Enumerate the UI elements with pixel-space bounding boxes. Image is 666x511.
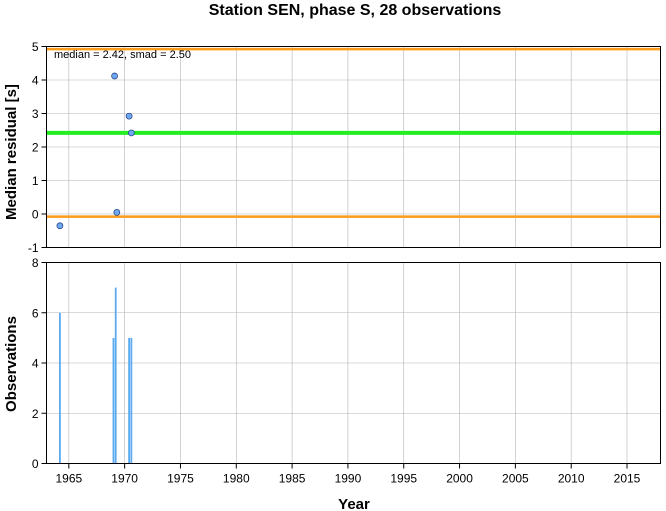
x-tick-label: 1970 [111, 472, 138, 486]
residual-y-tick-label: -1 [28, 241, 39, 255]
x-tick-label: 2000 [446, 472, 473, 486]
x-tick-label: 1980 [223, 472, 250, 486]
observations-y-axis-label: Observations [3, 316, 20, 412]
observations-y-tick-label: 4 [32, 357, 39, 371]
x-tick-label: 1965 [55, 472, 82, 486]
observations-y-tick-label: 0 [32, 457, 39, 471]
residual-point [56, 222, 64, 230]
observations-y-ticks: 0 2 4 6 8 [32, 256, 47, 471]
x-tick-label: 2010 [558, 472, 585, 486]
observations-y-tick-label: 2 [32, 407, 39, 421]
residual-y-tick-label: 4 [32, 74, 39, 88]
residual-y-tick-label: 3 [32, 107, 39, 121]
x-tick-label: 1985 [279, 472, 306, 486]
residual-point [127, 129, 135, 137]
x-tick-label: 1990 [335, 472, 362, 486]
residual-point [125, 112, 133, 120]
x-axis-label: Year [338, 496, 370, 511]
stats-annotation: median = 2.42, smad = 2.50 [54, 49, 191, 61]
observation-bar [130, 337, 133, 464]
residual-y-axis-label: Median residual [s] [3, 84, 20, 220]
x-tick-label: 1975 [167, 472, 194, 486]
residual-points [56, 72, 135, 230]
residual-y-tick-label: 5 [32, 40, 39, 54]
residual-y-ticks: -1 0 1 2 3 4 5 [28, 40, 47, 255]
x-tick-label: 1995 [390, 472, 417, 486]
observation-bar [58, 312, 61, 464]
residual-point [113, 208, 121, 216]
x-tick-label: 2005 [502, 472, 529, 486]
observation-bar [114, 287, 117, 464]
observation-bars [58, 287, 133, 464]
residual-point [111, 72, 118, 80]
residual-y-tick-label: 2 [32, 141, 39, 155]
observations-y-tick-label: 8 [32, 256, 39, 270]
residual-y-tick-label: 1 [32, 174, 39, 188]
observations-panel-grid [46, 262, 661, 464]
observation-bar [112, 337, 115, 464]
x-tick-label: 2015 [614, 472, 641, 486]
residual-reference-lines [46, 47, 661, 218]
observation-bar [128, 337, 131, 464]
year-x-ticks: 1965 1970 1975 1980 1985 1990 1995 2000 2005 2010… [55, 463, 641, 486]
residual-y-tick-label: 0 [32, 208, 39, 222]
observations-y-tick-label: 6 [32, 306, 39, 320]
chart-title: Station SEN, phase S, 28 observations [209, 2, 502, 19]
